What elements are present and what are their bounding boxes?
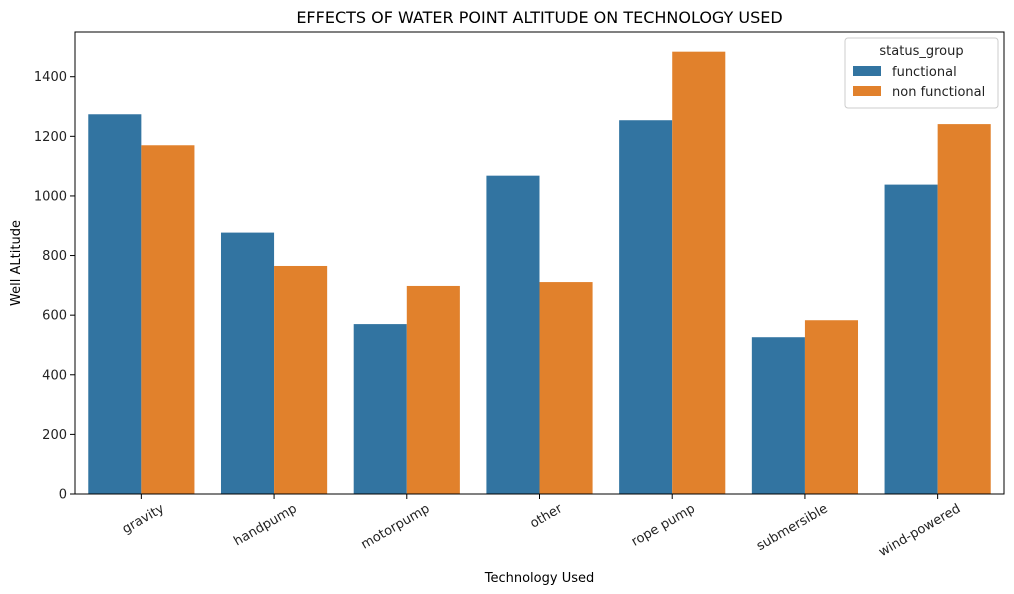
x-tick-label: rope pump (629, 501, 698, 549)
y-axis: 0 200 400 600 800 1000 1200 1400 (34, 70, 75, 503)
bar-handpump-non-functional (274, 265, 328, 494)
legend-swatch-non-functional (853, 86, 881, 96)
y-axis-label: Well ALtitude (9, 220, 24, 306)
bar-rope-pump-non-functional (672, 51, 726, 495)
plot-frame (74, 31, 1005, 495)
bar-other-non-functional (539, 282, 593, 494)
y-tick-label: 1400 (34, 70, 67, 85)
x-tick-label: submersible (754, 501, 830, 554)
legend-swatch-functional (853, 66, 881, 76)
bar-wind-powered-functional (884, 184, 938, 494)
x-tick-label: gravity (120, 501, 167, 537)
bar-other-functional (486, 175, 540, 494)
y-tick-label: 400 (42, 368, 67, 383)
x-tick-label: handpump (231, 501, 299, 549)
y-tick-label: 0 (59, 488, 67, 503)
y-tick-label: 600 (42, 309, 67, 324)
legend-label-non-functional: non functional (892, 85, 985, 100)
y-tick-label: 1200 (34, 130, 67, 145)
y-tick-label: 200 (42, 428, 67, 443)
x-tick-label: wind-powered (876, 501, 963, 560)
legend-label-functional: functional (892, 65, 957, 80)
bar-gravity-functional (88, 114, 142, 494)
bars-group (88, 51, 991, 495)
legend-box (844, 37, 999, 109)
bar-submersible-non-functional (804, 320, 859, 494)
bar-wind-powered-non-functional (937, 124, 991, 495)
legend: status_group functional non functional (844, 37, 999, 109)
y-tick-label: 800 (42, 249, 67, 264)
x-tick-label: motorpump (359, 501, 433, 552)
bar-handpump-functional (220, 232, 275, 494)
x-axis-label: Technology Used (484, 571, 595, 586)
x-axis: gravity handpump motorpump other rope pump su… (120, 494, 963, 560)
x-tick-label: other (528, 501, 566, 532)
bar-rope-pump-functional (619, 120, 673, 494)
bar-submersible-functional (751, 337, 805, 494)
chart-title: EFFECTS OF WATER POINT ALTITUDE ON TECHN… (296, 8, 782, 27)
bar-gravity-non-functional (141, 145, 195, 494)
legend-title: status_group (879, 44, 963, 59)
bar-motorpump-non-functional (406, 285, 460, 494)
bar-motorpump-functional (353, 324, 407, 494)
y-tick-label: 1000 (34, 189, 67, 204)
